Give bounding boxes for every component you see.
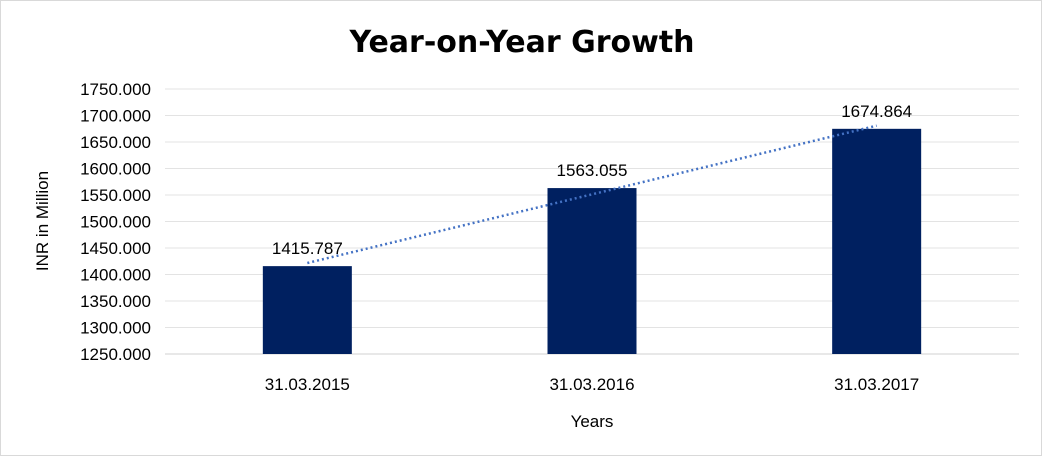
data-labels: 1415.787 1563.055 1674.864 bbox=[272, 102, 912, 258]
x-tick-label: 31.03.2015 bbox=[265, 375, 350, 394]
y-tick-label: 1300.000 bbox=[80, 319, 151, 338]
x-tick-label: 31.03.2016 bbox=[549, 375, 634, 394]
y-axis-ticks: 1250.000 1300.000 1350.000 1400.000 1450.000… bbox=[80, 80, 151, 364]
x-axis-ticks: 31.03.2015 31.03.2016 31.03.2017 bbox=[265, 375, 919, 394]
y-tick-label: 1700.000 bbox=[80, 107, 151, 126]
y-tick-label: 1250.000 bbox=[80, 345, 151, 364]
y-tick-label: 1500.000 bbox=[80, 213, 151, 232]
bar bbox=[832, 128, 922, 354]
y-tick-label: 1650.000 bbox=[80, 133, 151, 152]
x-axis-label: Years bbox=[571, 412, 614, 431]
data-label: 1415.787 bbox=[272, 239, 343, 258]
bar bbox=[547, 188, 637, 354]
y-tick-label: 1550.000 bbox=[80, 186, 151, 205]
data-label: 1563.055 bbox=[557, 161, 628, 180]
y-tick-label: 1750.000 bbox=[80, 80, 151, 99]
y-tick-label: 1450.000 bbox=[80, 239, 151, 258]
bars bbox=[262, 128, 922, 354]
y-tick-label: 1400.000 bbox=[80, 266, 151, 285]
y-axis-label: INR in Million bbox=[33, 171, 52, 271]
bar bbox=[262, 266, 352, 354]
x-tick-label: 31.03.2017 bbox=[834, 375, 919, 394]
data-label: 1674.864 bbox=[841, 102, 912, 121]
y-tick-label: 1600.000 bbox=[80, 160, 151, 179]
y-tick-label: 1350.000 bbox=[80, 292, 151, 311]
chart-title: Year-on-Year Growth bbox=[348, 25, 694, 60]
